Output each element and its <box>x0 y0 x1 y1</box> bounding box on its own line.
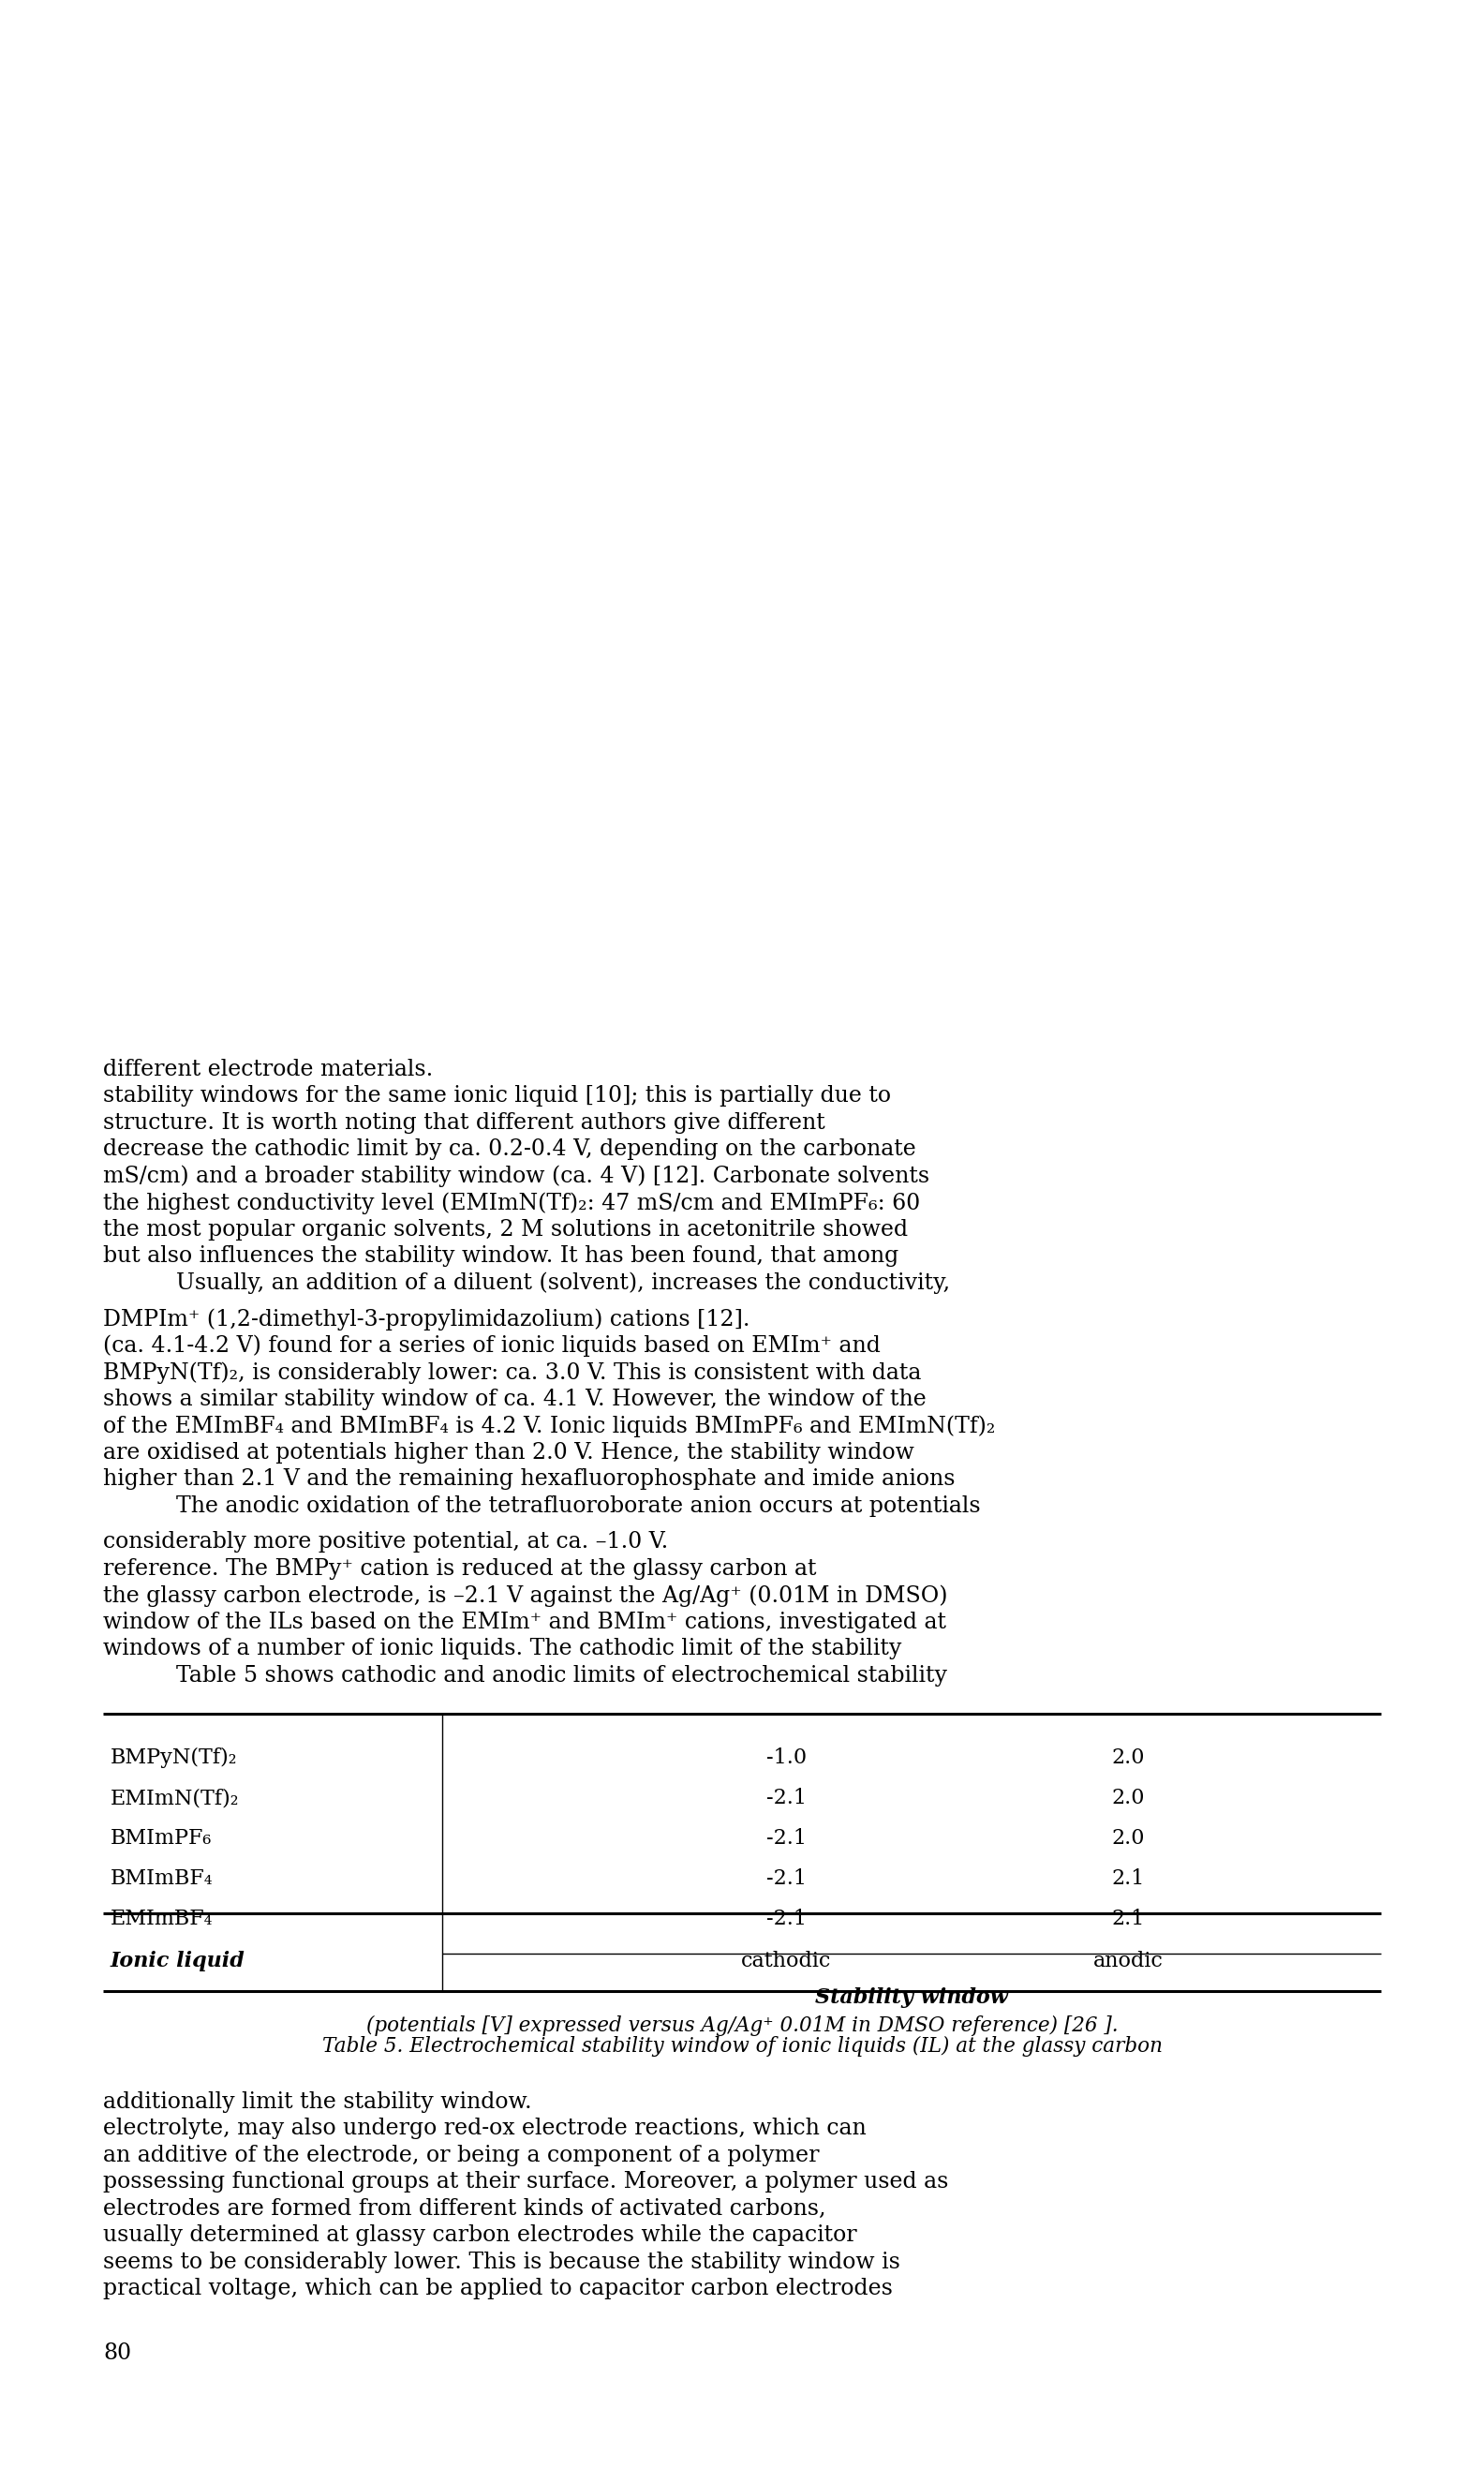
Text: of the EMImBF₄ and BMImBF₄ is 4.2 V. Ionic liquids BMImPF₆ and EMImN(Tf)₂: of the EMImBF₄ and BMImBF₄ is 4.2 V. Ion… <box>102 1414 996 1436</box>
Text: the most popular organic solvents, 2 M solutions in acetonitrile showed: the most popular organic solvents, 2 M s… <box>102 1219 908 1239</box>
Text: 2.0: 2.0 <box>1112 1747 1144 1767</box>
Text: electrolyte, may also undergo red-ox electrode reactions, which can: electrolyte, may also undergo red-ox ele… <box>102 2118 867 2140</box>
Text: structure. It is worth noting that different authors give different: structure. It is worth noting that diffe… <box>102 1111 825 1133</box>
Text: -2.1: -2.1 <box>766 1787 807 1809</box>
Text: BMPyN(Tf)₂: BMPyN(Tf)₂ <box>110 1747 237 1767</box>
Text: an additive of the electrode, or being a component of a polymer: an additive of the electrode, or being a… <box>102 2145 819 2167</box>
Text: possessing functional groups at their surface. Moreover, a polymer used as: possessing functional groups at their su… <box>102 2172 948 2192</box>
Text: BMImPF₆: BMImPF₆ <box>110 1829 212 1849</box>
Text: BMImBF₄: BMImBF₄ <box>110 1868 214 1888</box>
Text: practical voltage, which can be applied to capacitor carbon electrodes: practical voltage, which can be applied … <box>102 2278 893 2300</box>
Text: 80: 80 <box>102 2342 131 2364</box>
Text: cathodic: cathodic <box>742 1950 831 1972</box>
Text: -1.0: -1.0 <box>766 1747 807 1767</box>
Text: 2.1: 2.1 <box>1112 1868 1144 1888</box>
Text: (ca. 4.1-4.2 V) found for a series of ionic liquids based on EMIm⁺ and: (ca. 4.1-4.2 V) found for a series of io… <box>102 1335 880 1357</box>
Text: BMPyN(Tf)₂, is considerably lower: ca. 3.0 V. This is consistent with data: BMPyN(Tf)₂, is considerably lower: ca. 3… <box>102 1362 922 1385</box>
Text: additionally limit the stability window.: additionally limit the stability window. <box>102 2090 531 2113</box>
Text: higher than 2.1 V and the remaining hexafluorophosphate and imide anions: higher than 2.1 V and the remaining hexa… <box>102 1468 956 1491</box>
Text: different electrode materials.: different electrode materials. <box>102 1059 433 1081</box>
Text: EMImBF₄: EMImBF₄ <box>110 1908 214 1930</box>
Text: (potentials [V] expressed versus Ag/Ag⁺ 0.01M in DMSO reference) [26 ].: (potentials [V] expressed versus Ag/Ag⁺ … <box>367 2016 1117 2036</box>
Text: -2.1: -2.1 <box>766 1868 807 1888</box>
Text: Usually, an addition of a diluent (solvent), increases the conductivity,: Usually, an addition of a diluent (solve… <box>175 1271 950 1293</box>
Text: stability windows for the same ionic liquid [10]; this is partially due to: stability windows for the same ionic liq… <box>102 1086 890 1106</box>
Text: -2.1: -2.1 <box>766 1908 807 1930</box>
Text: considerably more positive potential, at ca. –1.0 V.: considerably more positive potential, at… <box>102 1530 668 1552</box>
Text: 2.0: 2.0 <box>1112 1787 1144 1809</box>
Text: 2.0: 2.0 <box>1112 1829 1144 1849</box>
Text: 2.1: 2.1 <box>1112 1908 1144 1930</box>
Text: mS/cm) and a broader stability window (ca. 4 V) [12]. Carbonate solvents: mS/cm) and a broader stability window (c… <box>102 1165 929 1187</box>
Text: the highest conductivity level (EMImN(Tf)₂: 47 mS/cm and EMImPF₆: 60: the highest conductivity level (EMImN(Tf… <box>102 1192 920 1214</box>
Text: Stability window: Stability window <box>815 1987 1008 2009</box>
Text: seems to be considerably lower. This is because the stability window is: seems to be considerably lower. This is … <box>102 2251 901 2273</box>
Text: decrease the cathodic limit by ca. 0.2-0.4 V, depending on the carbonate: decrease the cathodic limit by ca. 0.2-0… <box>102 1138 916 1160</box>
Text: Table 5 shows cathodic and anodic limits of electrochemical stability: Table 5 shows cathodic and anodic limits… <box>175 1663 947 1686</box>
Text: anodic: anodic <box>1092 1950 1163 1972</box>
Text: windows of a number of ionic liquids. The cathodic limit of the stability: windows of a number of ionic liquids. Th… <box>102 1639 902 1658</box>
Text: window of the ILs based on the EMIm⁺ and BMIm⁺ cations, investigated at: window of the ILs based on the EMIm⁺ and… <box>102 1612 947 1634</box>
Text: EMImN(Tf)₂: EMImN(Tf)₂ <box>110 1787 239 1809</box>
Text: usually determined at glassy carbon electrodes while the capacitor: usually determined at glassy carbon elec… <box>102 2224 856 2246</box>
Text: DMPIm⁺ (1,2-dimethyl-3-propylimidazolium) cations [12].: DMPIm⁺ (1,2-dimethyl-3-propylimidazolium… <box>102 1308 749 1330</box>
Text: electrodes are formed from different kinds of activated carbons,: electrodes are formed from different kin… <box>102 2199 827 2219</box>
Text: -2.1: -2.1 <box>766 1829 807 1849</box>
Text: Ionic liquid: Ionic liquid <box>110 1950 245 1972</box>
Text: Table 5. Electrochemical stability window of ionic liquids (IL) at the glassy ca: Table 5. Electrochemical stability windo… <box>322 2036 1162 2056</box>
Text: are oxidised at potentials higher than 2.0 V. Hence, the stability window: are oxidised at potentials higher than 2… <box>102 1441 914 1464</box>
Text: reference. The BMPy⁺ cation is reduced at the glassy carbon at: reference. The BMPy⁺ cation is reduced a… <box>102 1557 816 1580</box>
Text: shows a similar stability window of ca. 4.1 V. However, the window of the: shows a similar stability window of ca. … <box>102 1387 926 1409</box>
Text: but also influences the stability window. It has been found, that among: but also influences the stability window… <box>102 1246 899 1266</box>
Text: The anodic oxidation of the tetrafluoroborate anion occurs at potentials: The anodic oxidation of the tetrafluorob… <box>175 1496 979 1515</box>
Text: the glassy carbon electrode, is –2.1 V against the Ag/Ag⁺ (0.01M in DMSO): the glassy carbon electrode, is –2.1 V a… <box>102 1584 948 1607</box>
